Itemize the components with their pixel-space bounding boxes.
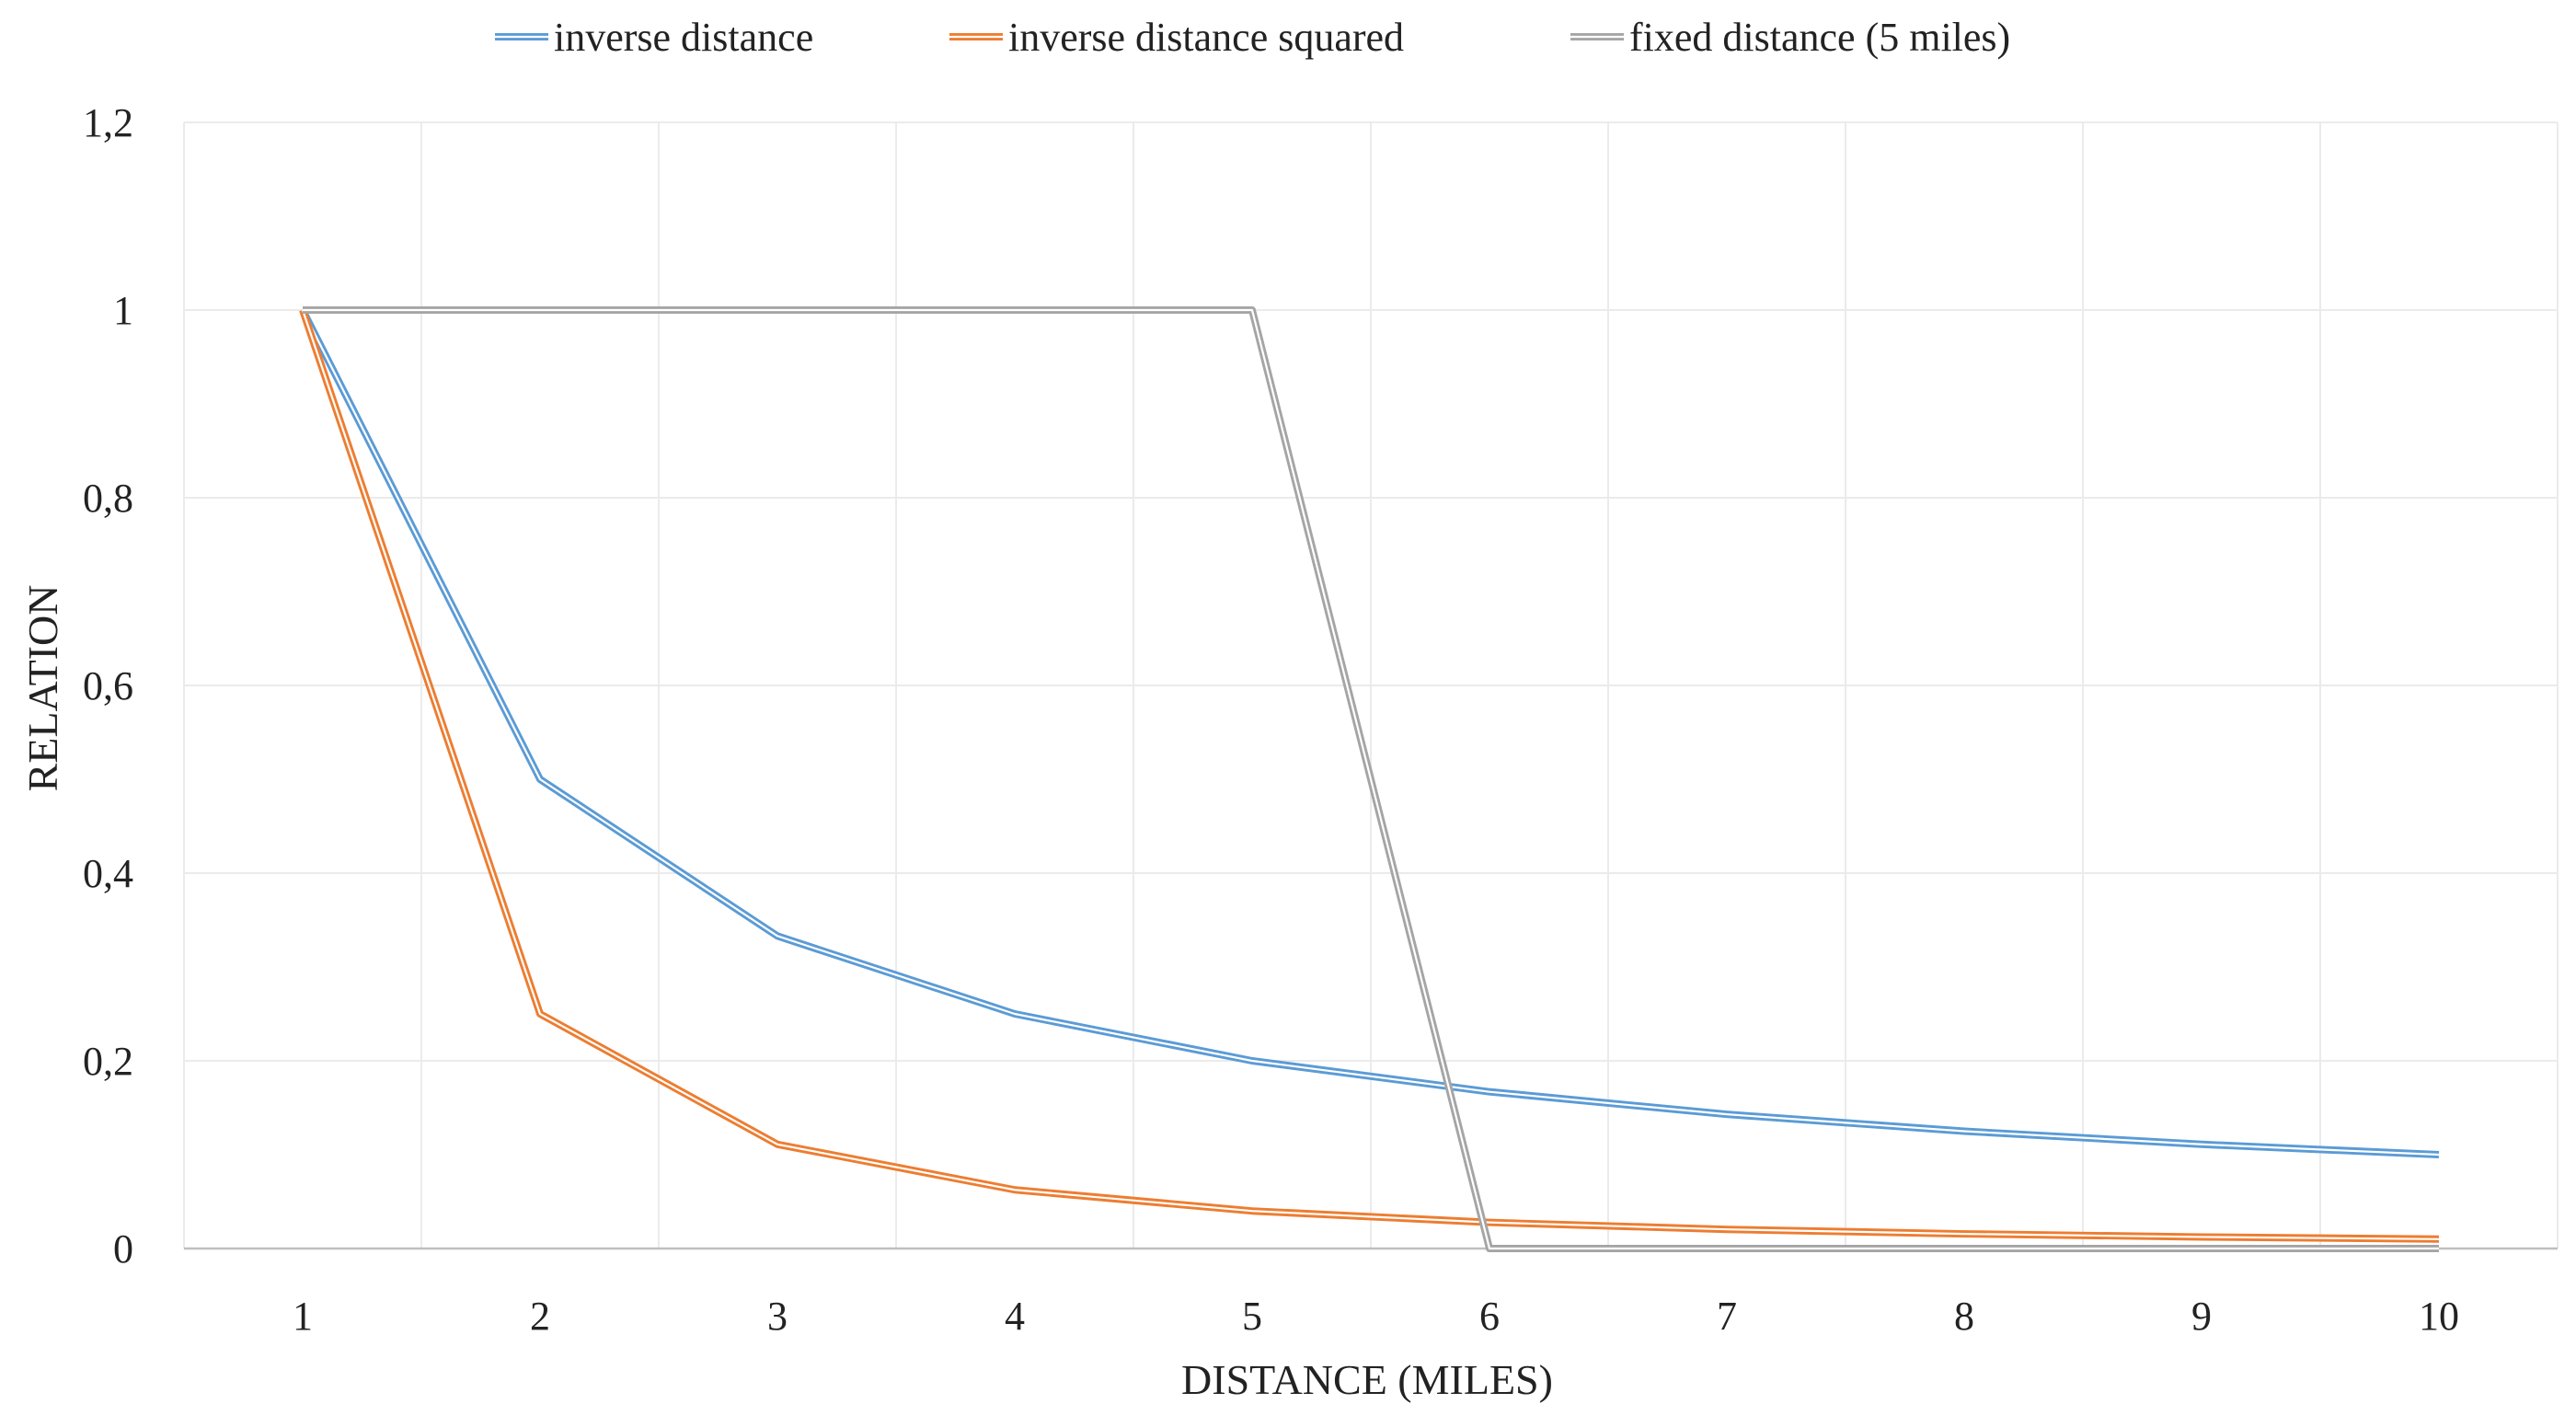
- y-tick-label: 0,2: [83, 1039, 133, 1084]
- x-axis-title: DISTANCE (MILES): [1181, 1356, 1553, 1403]
- series-lines: [299, 306, 2440, 1252]
- x-tick-label: 9: [2191, 1294, 2212, 1339]
- y-tick-label: 0,8: [83, 476, 133, 521]
- series-3: [303, 306, 2439, 1252]
- legend-label: inverse distance squared: [1008, 15, 1404, 60]
- x-tick-label: 4: [1005, 1294, 1025, 1339]
- series-line-core: [303, 308, 2439, 1250]
- y-tick-label: 1: [113, 288, 133, 333]
- x-tick-label: 6: [1479, 1294, 1500, 1339]
- x-tick-label: 3: [767, 1294, 788, 1339]
- legend-item: fixed distance (5 miles): [1570, 15, 2010, 60]
- legend: inverse distance inverse distance squared…: [495, 15, 2010, 60]
- x-tick-label: 1: [293, 1294, 313, 1339]
- x-tick-label: 7: [1717, 1294, 1737, 1339]
- series-2: [299, 308, 2440, 1243]
- legend-label: fixed distance (5 miles): [1629, 15, 2010, 60]
- x-tick-label: 5: [1242, 1294, 1262, 1339]
- legend-item: inverse distance squared: [949, 15, 1404, 60]
- tick-labels: 0 0,2 0,4 0,6 0,8 1 1,2 1 2 3 4 5 6 7 8 9 10: [83, 100, 2459, 1339]
- y-tick-label: 0,6: [83, 663, 133, 708]
- legend-label: inverse distance: [554, 15, 813, 60]
- y-tick-label: 0: [113, 1226, 133, 1272]
- y-tick-label: 0,4: [83, 851, 133, 896]
- x-tick-label: 8: [1954, 1294, 1974, 1339]
- legend-item: inverse distance: [495, 15, 813, 60]
- series-line-core: [301, 309, 2440, 1240]
- y-tick-label: 1,2: [83, 100, 133, 145]
- x-tick-label: 10: [2419, 1294, 2459, 1339]
- series-line-core: [302, 309, 2440, 1157]
- y-axis-title: RELATION: [19, 585, 66, 792]
- x-tick-label: 2: [530, 1294, 550, 1339]
- series-1: [299, 308, 2440, 1158]
